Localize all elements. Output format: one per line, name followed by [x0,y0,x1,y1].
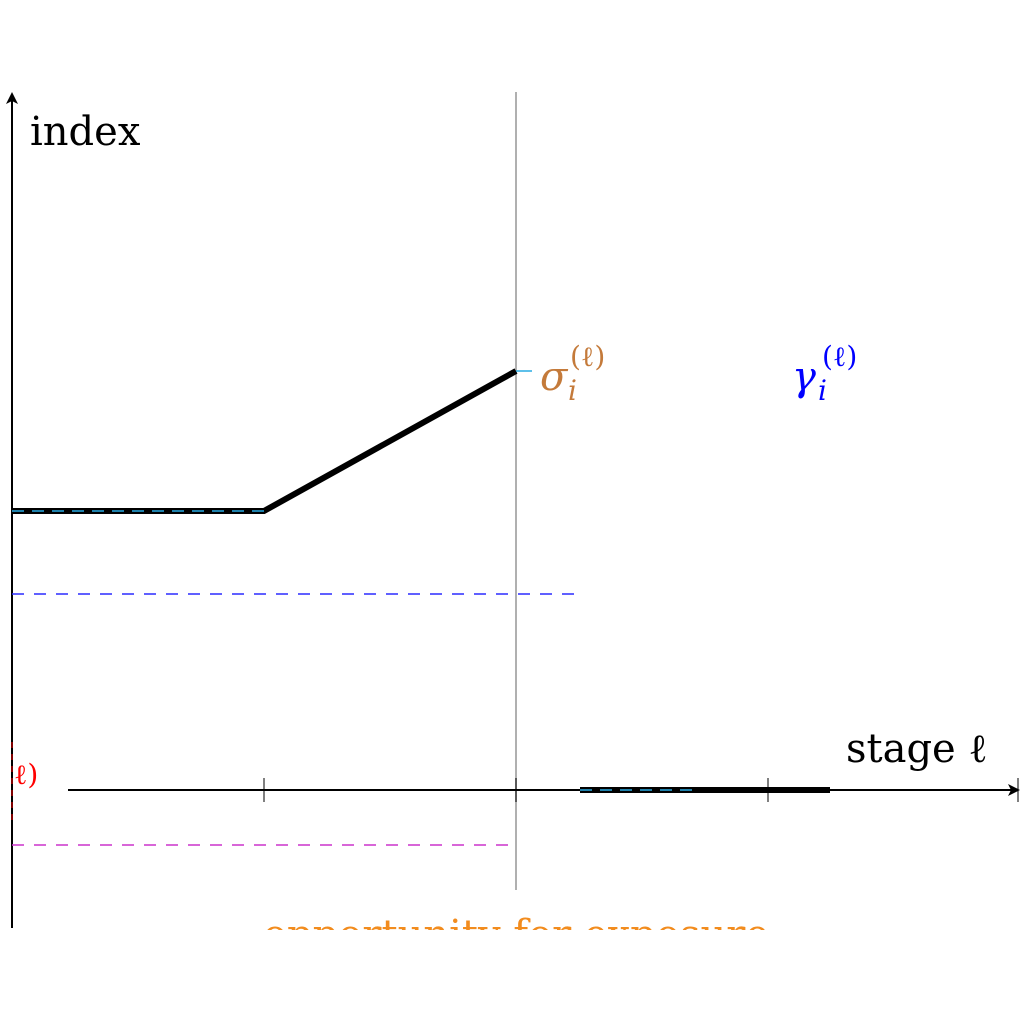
y-axis-label: index [30,109,141,155]
gamma-symbol: γ [792,354,816,400]
sigma-symbol: σ [540,354,569,400]
gamma-superscript: (ℓ) [822,340,857,373]
sigma-subscript: i [568,374,577,407]
bottom-label: opportunity for exposure [263,912,769,958]
left-cut-label: ℓ) [14,758,38,791]
gamma-subscript: i [818,374,827,407]
index-curve [12,368,518,514]
sigma-superscript: (ℓ) [570,340,605,373]
gamma-label: γ (ℓ) i [792,340,857,407]
sigma-label: σ (ℓ) i [540,340,605,407]
x-axis-label: stage ℓ [846,726,988,772]
